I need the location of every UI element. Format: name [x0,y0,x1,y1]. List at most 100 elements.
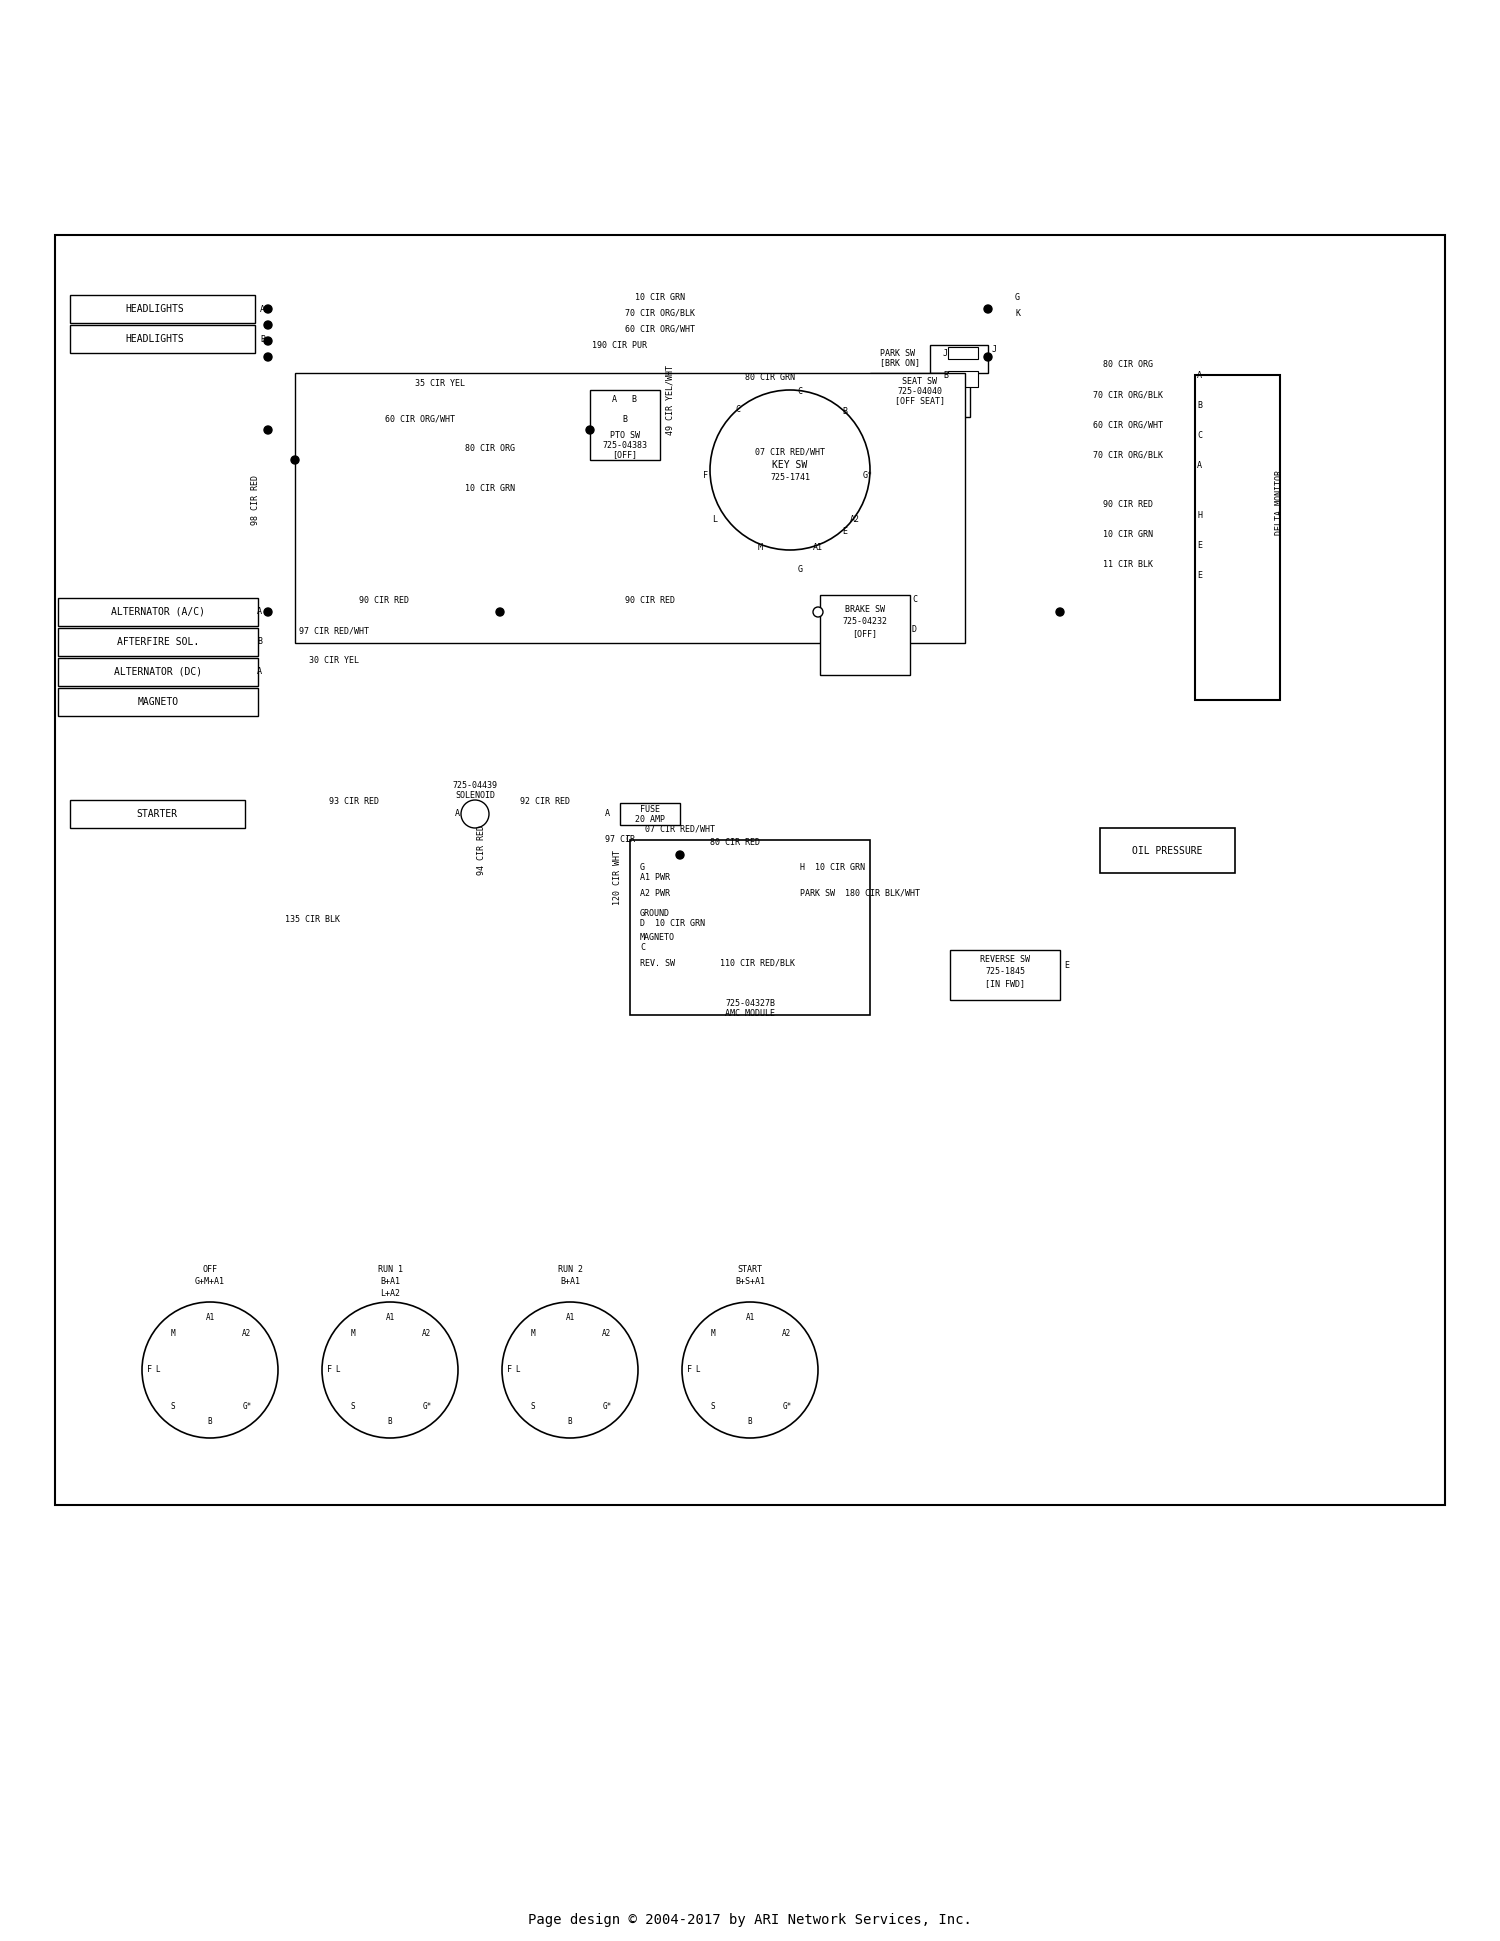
Circle shape [503,1302,638,1438]
Circle shape [1056,608,1064,615]
Text: A: A [256,608,262,617]
Text: 07 CIR RED/WHT: 07 CIR RED/WHT [645,825,716,833]
Text: 70 CIR ORG/BLK: 70 CIR ORG/BLK [626,309,694,318]
Text: J: J [944,349,948,357]
Text: 725-1741: 725-1741 [770,474,810,483]
Text: 92 CIR RED: 92 CIR RED [520,798,570,806]
Text: C: C [640,943,645,953]
Text: 60 CIR ORG/WHT: 60 CIR ORG/WHT [386,413,454,423]
Text: B: B [747,1417,753,1427]
Bar [948,347,978,359]
Text: ALTERNATOR (DC): ALTERNATOR (DC) [114,668,202,677]
Circle shape [264,353,272,361]
Text: E: E [1197,571,1202,580]
Text: 725-04232: 725-04232 [843,617,888,627]
Text: A1: A1 [206,1314,214,1322]
Text: KEY SW: KEY SW [772,460,807,470]
Text: STARTER: STARTER [136,809,177,819]
Text: F: F [507,1366,513,1374]
Text: 725-04439: 725-04439 [453,780,498,790]
Text: A2: A2 [422,1330,432,1337]
Text: A: A [256,668,262,677]
Text: D  10 CIR GRN: D 10 CIR GRN [640,918,705,928]
Text: B+S+A1: B+S+A1 [735,1277,765,1287]
Text: 20 AMP: 20 AMP [634,815,664,825]
Text: DELTA MONITOR: DELTA MONITOR [1275,470,1284,536]
Text: G: G [640,864,645,873]
Bar [590,390,660,460]
Text: M: M [531,1330,536,1337]
Text: 90 CIR RED: 90 CIR RED [1102,501,1154,509]
Text: J: J [992,344,998,353]
Text: K: K [1016,309,1020,318]
Text: L: L [712,516,717,524]
Text: START: START [738,1266,762,1275]
Text: MAGNETO: MAGNETO [640,934,675,943]
Text: 94 CIR RED: 94 CIR RED [477,825,486,875]
Text: B: B [944,371,948,380]
Circle shape [676,850,684,860]
Text: S: S [711,1401,716,1411]
Text: 07 CIR RED/WHT: 07 CIR RED/WHT [754,448,825,456]
Text: [OFF SEAT]: [OFF SEAT] [896,396,945,406]
Text: REVERSE SW: REVERSE SW [980,955,1030,965]
Text: B: B [260,334,266,344]
Bar [58,598,258,627]
Text: 97 CIR RED/WHT: 97 CIR RED/WHT [298,627,369,635]
Bar [1100,829,1234,873]
Text: GROUND: GROUND [640,908,670,918]
Text: 70 CIR ORG/BLK: 70 CIR ORG/BLK [1094,450,1162,458]
Text: G*: G* [422,1401,432,1411]
Text: A1: A1 [386,1314,394,1322]
Bar [870,373,970,417]
Circle shape [813,608,824,617]
Text: 110 CIR RED/BLK: 110 CIR RED/BLK [720,959,795,967]
Text: 10 CIR GRN: 10 CIR GRN [1102,530,1154,540]
Text: PARK SW: PARK SW [880,349,915,357]
Text: OIL PRESSURE: OIL PRESSURE [1131,846,1203,856]
Text: A1: A1 [746,1314,754,1322]
Text: 30 CIR YEL: 30 CIR YEL [309,656,358,666]
Text: B: B [843,408,848,417]
Bar [930,345,988,373]
Text: 725-04383: 725-04383 [603,441,648,450]
Text: G*: G* [242,1401,252,1411]
Text: 35 CIR YEL: 35 CIR YEL [416,378,465,388]
Text: A: A [1197,460,1202,470]
Text: E: E [1064,961,1070,970]
Text: 97 CIR: 97 CIR [604,835,634,844]
Text: E: E [1197,540,1202,549]
Text: M: M [171,1330,176,1337]
Text: H: H [1197,510,1202,520]
Circle shape [984,305,992,313]
Text: L: L [696,1366,700,1374]
Text: 90 CIR RED: 90 CIR RED [626,596,675,606]
Text: L: L [516,1366,520,1374]
Circle shape [322,1302,458,1438]
Circle shape [710,390,870,549]
Text: A2: A2 [782,1330,792,1337]
Text: A2 PWR: A2 PWR [640,889,670,897]
Text: 60 CIR ORG/WHT: 60 CIR ORG/WHT [626,324,694,334]
Text: 80 CIR ORG: 80 CIR ORG [1102,359,1154,369]
Text: HEADLIGHTS: HEADLIGHTS [126,334,184,344]
Text: S: S [171,1401,176,1411]
Text: C: C [735,406,741,415]
Text: G+M+A1: G+M+A1 [195,1277,225,1287]
Text: Page design © 2004-2017 by ARI Network Services, Inc.: Page design © 2004-2017 by ARI Network S… [528,1914,972,1927]
Text: A: A [260,305,266,314]
Text: RUN 1: RUN 1 [378,1266,402,1275]
Circle shape [264,338,272,345]
Text: PARK SW  180 CIR BLK/WHT: PARK SW 180 CIR BLK/WHT [800,889,920,897]
Text: C: C [798,388,802,396]
Text: D: D [912,625,916,635]
Text: 725-04040: 725-04040 [897,386,942,396]
Text: L: L [336,1366,340,1374]
Circle shape [264,425,272,435]
Bar [70,324,255,353]
Bar [630,840,870,1015]
Text: B: B [622,415,627,425]
Text: A   B: A B [612,396,638,404]
Text: A1: A1 [813,543,824,553]
Text: S: S [351,1401,355,1411]
